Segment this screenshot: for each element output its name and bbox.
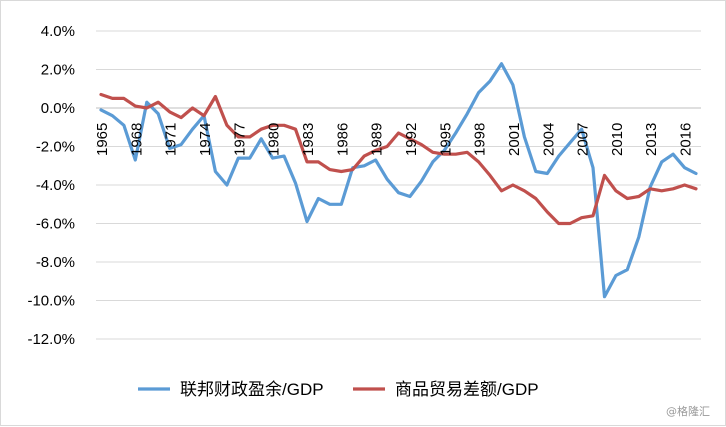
x-tick-label: 1980 bbox=[266, 123, 283, 156]
x-tick-label: 1983 bbox=[300, 123, 317, 156]
x-tick-label: 2001 bbox=[506, 123, 523, 156]
x-tick-label: 1968 bbox=[128, 123, 145, 156]
x-tick-label: 2013 bbox=[643, 123, 660, 156]
x-tick-label: 2016 bbox=[678, 123, 695, 156]
x-tick-label: 1995 bbox=[437, 123, 454, 156]
x-tick-label: 1965 bbox=[94, 123, 111, 156]
x-tick-label: 2007 bbox=[575, 123, 592, 156]
y-tick-label: -8.0% bbox=[36, 254, 75, 271]
y-tick-label: 4.0% bbox=[41, 23, 75, 40]
x-tick-label: 1986 bbox=[334, 123, 351, 156]
y-tick-label: -6.0% bbox=[36, 216, 75, 233]
x-tick-label: 1971 bbox=[163, 123, 180, 156]
x-tick-label: 2010 bbox=[609, 123, 626, 156]
legend-label: 商品贸易差额/GDP bbox=[395, 380, 539, 399]
series-line bbox=[99, 62, 698, 299]
y-tick-label: 0.0% bbox=[41, 100, 75, 117]
x-tick-label: 1989 bbox=[369, 123, 386, 156]
x-tick-label: 1977 bbox=[231, 123, 248, 156]
series-line bbox=[99, 92, 698, 226]
y-tick-label: -10.0% bbox=[27, 293, 75, 310]
x-tick-label: 1998 bbox=[472, 123, 489, 156]
y-tick-label: -2.0% bbox=[36, 139, 75, 156]
y-tick-label: -12.0% bbox=[27, 331, 75, 348]
y-tick-label: -4.0% bbox=[36, 177, 75, 194]
watermark: @格隆汇 bbox=[666, 404, 710, 418]
y-tick-label: 2.0% bbox=[41, 62, 75, 79]
x-tick-label: 1974 bbox=[197, 123, 214, 156]
x-tick-label: 2004 bbox=[540, 123, 557, 156]
legend-label: 联邦财政盈余/GDP bbox=[180, 380, 324, 399]
x-tick-label: 1992 bbox=[403, 123, 420, 156]
